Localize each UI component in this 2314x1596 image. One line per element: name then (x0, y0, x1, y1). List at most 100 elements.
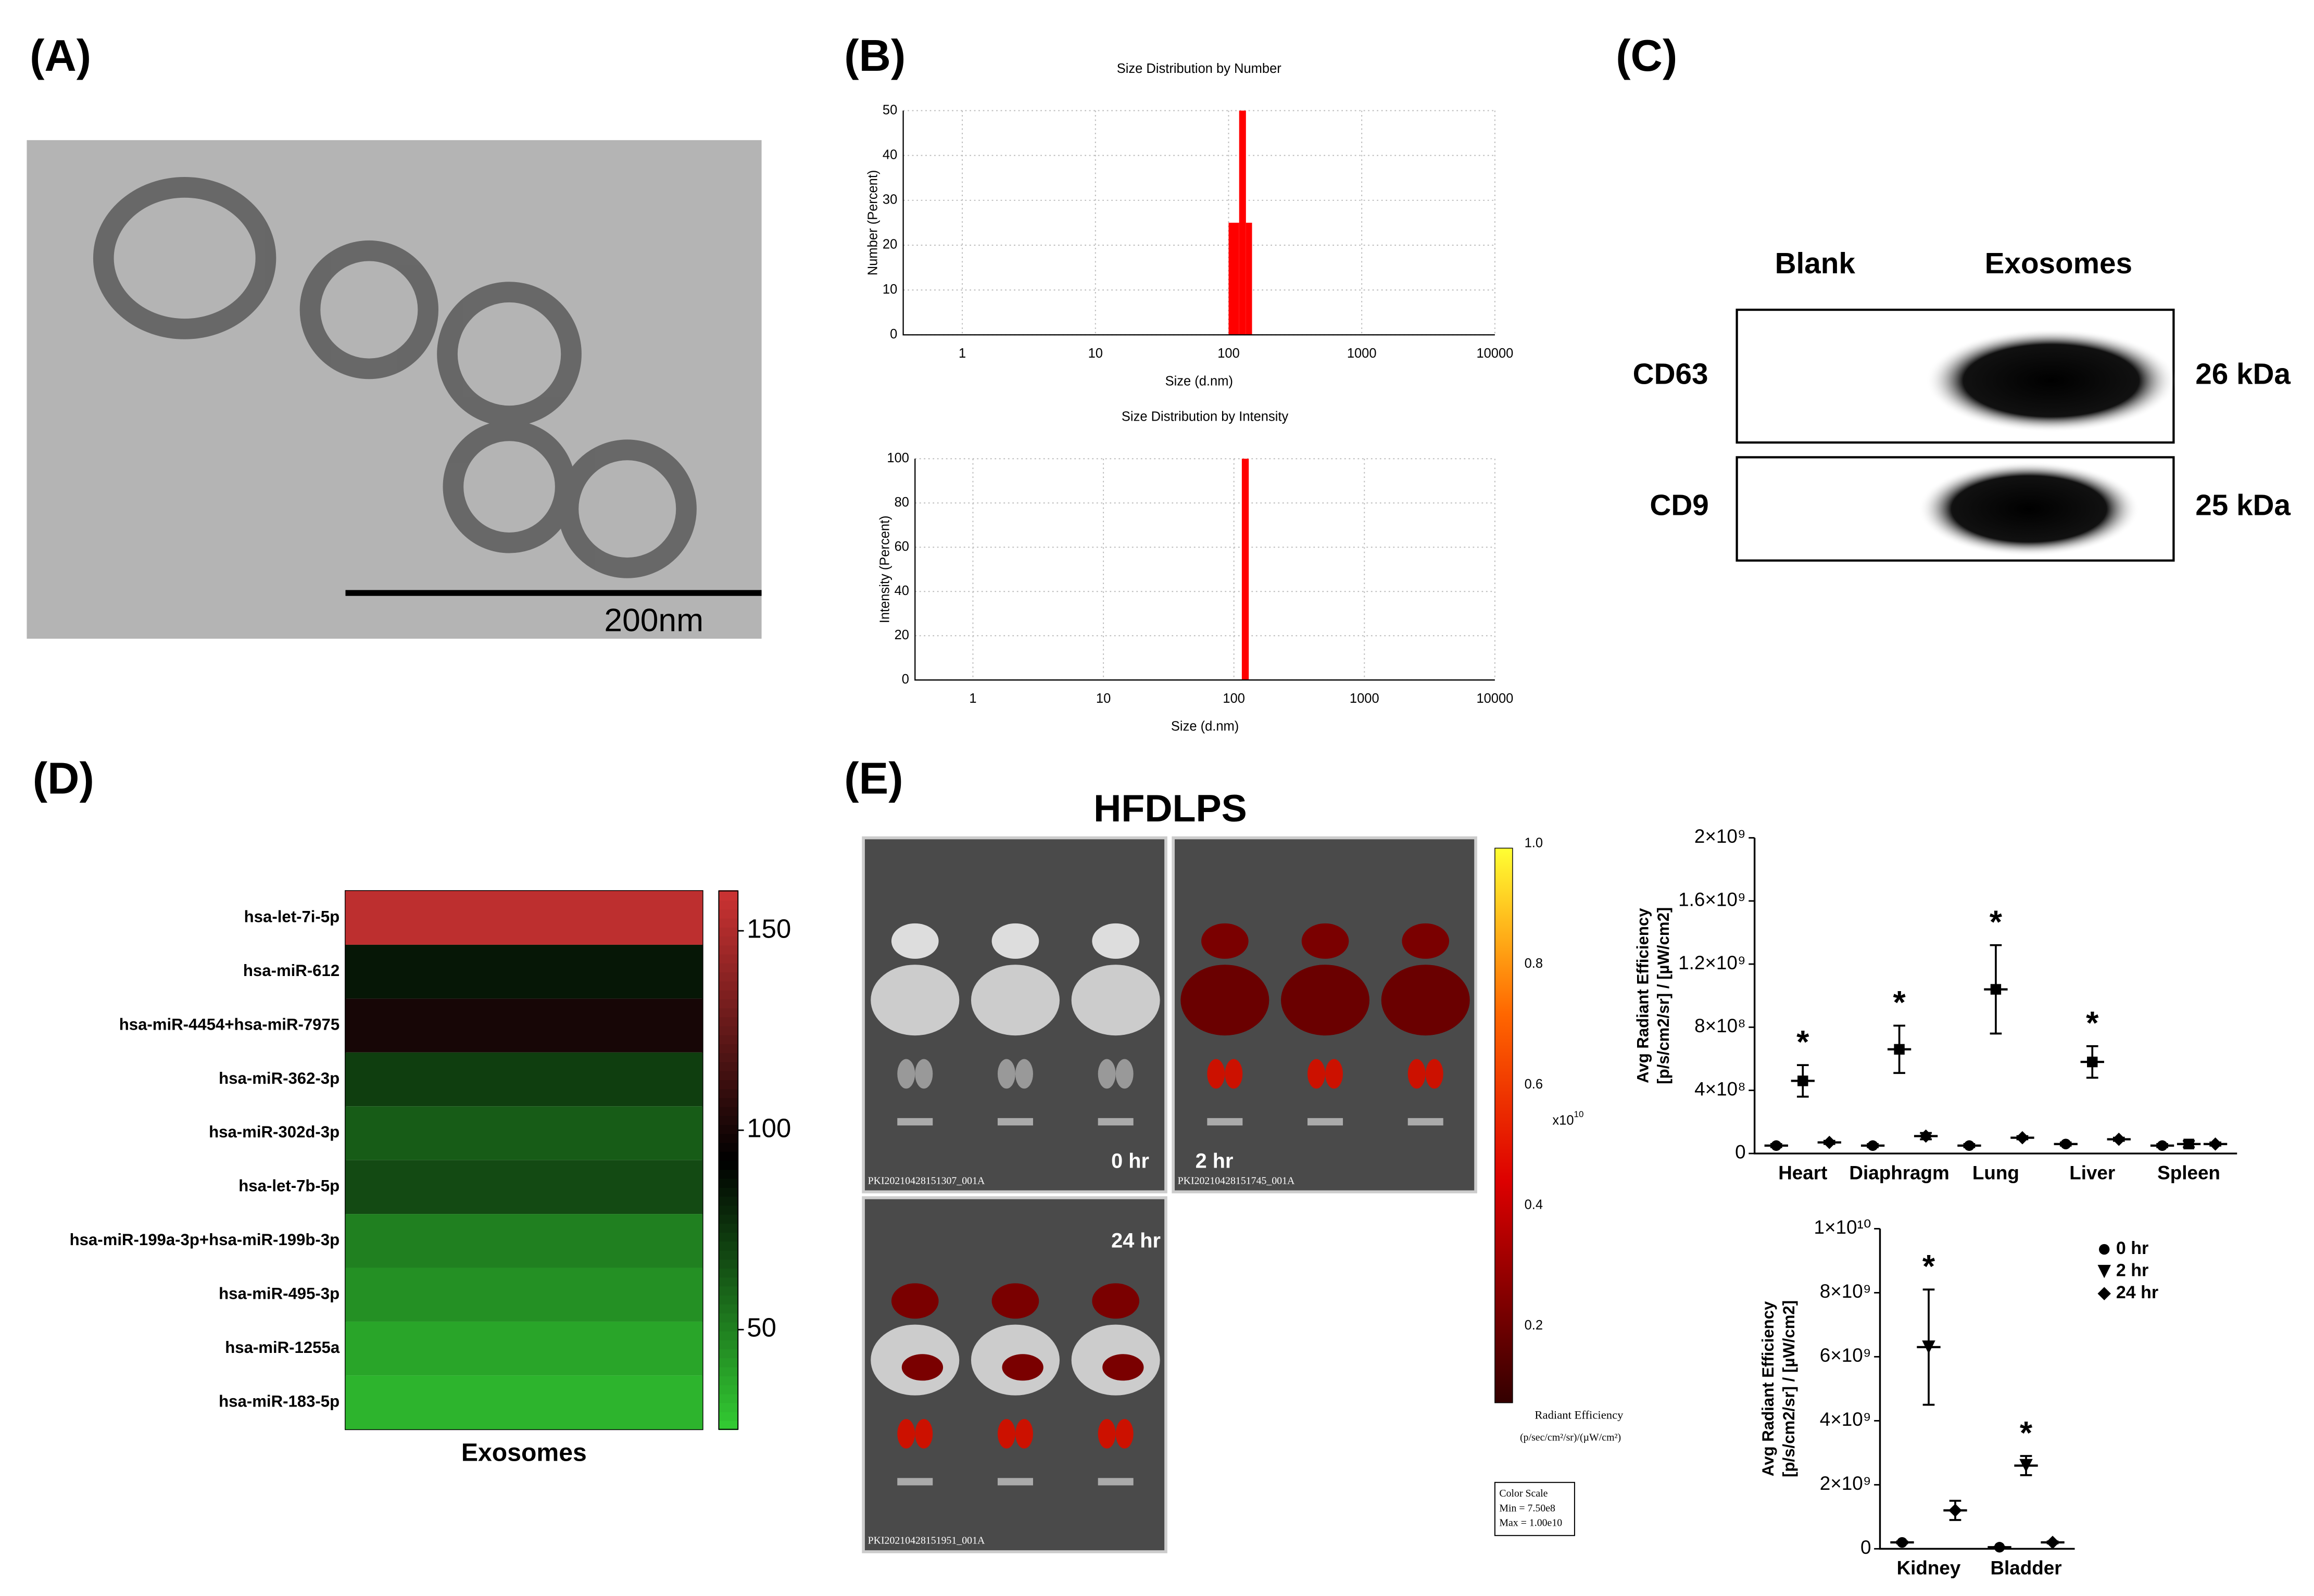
y-tick-label: 100 (887, 451, 909, 465)
x-tick-label: Heart (1778, 1162, 1827, 1183)
marker (1822, 1135, 1837, 1149)
bar (1241, 459, 1249, 680)
row-label: hsa-miR-183-5p (219, 1392, 339, 1410)
row-label: hsa-miR-302d-3p (209, 1123, 339, 1141)
organ (997, 1059, 1015, 1089)
legend-label: 0 hr (2116, 1238, 2148, 1258)
size-label: 26 kDa (2195, 358, 2291, 391)
imaging-title: HFDLPS (1093, 787, 1247, 830)
y-tick-label: 20 (895, 628, 909, 642)
y-tick-label: 40 (895, 584, 909, 598)
y-tick-label: 60 (895, 539, 909, 554)
size-label: 25 kDa (2195, 489, 2291, 522)
marker (1894, 1044, 1905, 1055)
colorbar-step (719, 944, 738, 955)
colorbar-step (719, 1060, 738, 1071)
organ (1092, 1283, 1139, 1319)
row-label: hsa-miR-495-3p (219, 1284, 339, 1302)
colorbar-step (719, 890, 738, 901)
organ (901, 1354, 944, 1381)
western-blot: Blank Exosomes CD63 26 kDa CD9 25 kDa (1633, 247, 2291, 562)
colorbar-step (719, 1303, 738, 1314)
scale-tick-label: 0.8 (1525, 956, 1543, 971)
axis (1879, 1228, 2075, 1550)
colorbar-step (719, 1276, 738, 1287)
colorbar-step (719, 1321, 738, 1332)
organ (1098, 1418, 1116, 1449)
colorbar-step (719, 980, 738, 991)
y-axis-label: [p/s/cm2/sr] / [µW/cm2] (1780, 1300, 1798, 1477)
y-axis-label: [p/s/cm2/sr] / [µW/cm2] (1654, 907, 1672, 1084)
colorbar-step (719, 1186, 738, 1197)
panel-label: (B) (844, 31, 906, 81)
colorbar-step (719, 1105, 738, 1116)
y-axis-label: Avg Radiant Efficiency (1759, 1301, 1777, 1476)
colorbar-step (719, 1222, 738, 1233)
colorbar-step (719, 1069, 738, 1080)
organ (1307, 1118, 1343, 1126)
organ (997, 1118, 1033, 1126)
colorbar-step (719, 1231, 738, 1242)
annotation: * (1922, 1249, 1935, 1285)
colorbar-step (719, 1392, 738, 1403)
legend-label: 24 hr (2116, 1283, 2158, 1302)
organ (991, 923, 1039, 959)
row-label: hsa-let-7i-5p (244, 907, 340, 926)
marker (2112, 1132, 2126, 1146)
colorbar-step (719, 1312, 738, 1323)
organ (871, 965, 960, 1036)
marker (1867, 1140, 1878, 1151)
y-tick-label: 1.2×10⁹ (1678, 952, 1745, 973)
colorbar-step (719, 962, 738, 973)
x-tick-label: 1000 (1350, 691, 1379, 706)
heatmap-cell (345, 1106, 703, 1160)
colorbar-step (719, 971, 738, 982)
x-axis-label: Size (d.nm) (1171, 719, 1239, 734)
x-tick-label: Liver (2069, 1162, 2115, 1183)
colorbar-step (719, 1132, 738, 1143)
organ (1092, 923, 1139, 959)
row-label: CD9 (1650, 489, 1708, 522)
organ (1102, 1354, 1144, 1381)
organ (1201, 923, 1249, 959)
colorbar-step (719, 1033, 738, 1044)
chart-title: Size Distribution by Intensity (1122, 410, 1289, 424)
tem-image: 200nm (27, 140, 762, 639)
colorbar-label: 150 (747, 914, 791, 944)
organ (1115, 1059, 1134, 1089)
organ (1225, 1059, 1243, 1089)
marker (2046, 1536, 2059, 1549)
organ (1281, 965, 1370, 1036)
y-tick-label: 4×10⁸ (1694, 1078, 1746, 1099)
marker (2208, 1137, 2222, 1151)
y-tick-label: 8×10⁹ (1820, 1281, 1871, 1302)
x-tick-label: 1 (959, 346, 966, 361)
panel-label: (E) (844, 754, 903, 803)
colorbar-step (719, 1007, 738, 1018)
colorbar-step (719, 1249, 738, 1260)
colorbar-step (719, 899, 738, 910)
column-label: Blank (1775, 247, 1856, 280)
y-tick-label: 0 (1735, 1142, 1745, 1163)
colorbar-step (719, 1079, 738, 1090)
organ (991, 1283, 1039, 1319)
legend-label: 2 hr (2116, 1261, 2148, 1281)
time-label: 24 hr (1111, 1229, 1161, 1252)
marker (1948, 1503, 1962, 1517)
axis (1753, 838, 2237, 1155)
colorbar-step (719, 1401, 738, 1412)
organ (1425, 1059, 1443, 1089)
organ (1180, 965, 1269, 1036)
organ (1098, 1118, 1134, 1126)
row-label: hsa-miR-362-3p (219, 1069, 339, 1087)
organ (971, 965, 1060, 1036)
scale-label: Radiant Efficiency (1535, 1408, 1624, 1421)
organ (897, 1118, 933, 1126)
organ (1207, 1118, 1243, 1126)
column-label: Exosomes (461, 1439, 587, 1467)
time-label: 0 hr (1111, 1149, 1149, 1172)
heatmap-cell (345, 998, 703, 1053)
marker (1919, 1129, 1933, 1143)
x-tick-label: Lung (1972, 1162, 2019, 1183)
colorbar-step (719, 953, 738, 964)
